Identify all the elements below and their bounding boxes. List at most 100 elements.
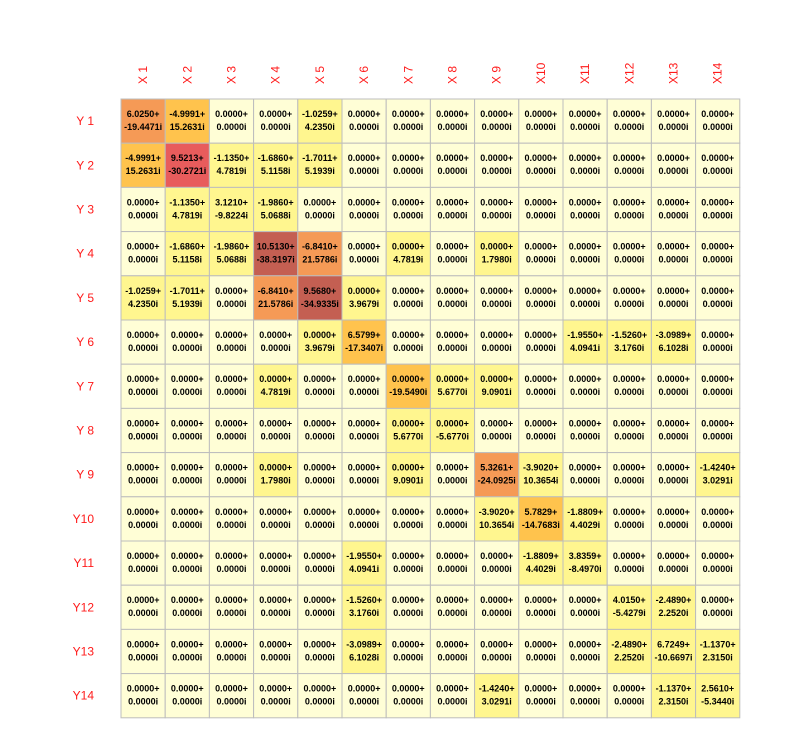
heatmap-cell: 0.0000+ 0.0000i — [695, 275, 741, 321]
heatmap-cell: 0.0000+ 0.0000i — [253, 628, 299, 675]
cell-real-part: 0.0000+ — [525, 109, 558, 119]
cell-imag-part: 0.0000i — [216, 520, 246, 530]
heatmap-cell: -2.4890+ 2.2520i — [606, 628, 652, 675]
cell-real-part: 0.0000+ — [392, 374, 425, 384]
cell-fill — [297, 496, 343, 542]
cell-real-part: 0.0000+ — [215, 286, 248, 296]
heatmap-cell: 0.0000+ 0.0000i — [297, 540, 343, 586]
cell-real-part: 0.0000+ — [127, 463, 160, 473]
cell-imag-part: 0.0000i — [703, 387, 733, 397]
cell-real-part: 0.0000+ — [171, 639, 204, 649]
cell-fill — [120, 98, 166, 144]
cell-real-part: 9.5680+ — [304, 286, 337, 296]
heatmap-cell: 0.0000+ 0.0000i — [120, 363, 166, 409]
heatmap-cell: 0.0000+ 9.0901i — [385, 452, 431, 498]
cell-fill — [695, 540, 741, 586]
cell-imag-part: 0.0000i — [614, 387, 644, 397]
cell-fill — [606, 319, 652, 365]
cell-imag-part: 0.0000i — [128, 210, 158, 220]
cell-real-part: 0.0000+ — [701, 595, 734, 605]
cell-real-part: 0.0000+ — [171, 463, 204, 473]
cell-real-part: 0.0000+ — [392, 330, 425, 340]
cell-real-part: 0.0000+ — [701, 197, 734, 207]
cell-fill — [120, 496, 166, 542]
cell-real-part: 0.0000+ — [304, 595, 337, 605]
cell-imag-part: 0.0000i — [216, 564, 246, 574]
cell-real-part: 0.0000+ — [436, 551, 469, 561]
cell-imag-part: 0.0000i — [437, 122, 467, 132]
cell-fill — [562, 231, 608, 277]
row-label: Y 8 — [76, 424, 94, 438]
cell-real-part: -4.9991+ — [169, 109, 205, 119]
cell-imag-part: 0.0000i — [526, 431, 556, 441]
column-label: X 1 — [136, 66, 150, 84]
cell-imag-part: 0.0000i — [703, 299, 733, 309]
cell-real-part: 0.0000+ — [348, 463, 381, 473]
cell-imag-part: 0.0000i — [172, 387, 202, 397]
cell-real-part: 0.0000+ — [392, 639, 425, 649]
heatmap-cell: 6.5799+ -17.3407i — [341, 319, 387, 365]
cell-imag-part: 0.0000i — [703, 608, 733, 618]
heatmap-cell: 0.0000+ 0.0000i — [341, 496, 387, 542]
heatmap-cell: 0.0000+ 0.0000i — [562, 584, 608, 630]
cell-real-part: 0.0000+ — [127, 242, 160, 252]
heatmap-cell: 0.0000+ 0.0000i — [297, 363, 343, 409]
heatmap-cell: 0.0000+ 0.0000i — [695, 363, 741, 409]
cell-real-part: 0.0000+ — [657, 197, 690, 207]
cell-real-part: 0.0000+ — [304, 197, 337, 207]
cell-imag-part: 0.0000i — [482, 343, 512, 353]
cell-real-part: 0.0000+ — [348, 374, 381, 384]
cell-fill — [562, 673, 608, 719]
heatmap-cell: 0.0000+ 0.0000i — [208, 275, 255, 321]
heatmap-cell: 0.0000+ 0.0000i — [341, 98, 387, 144]
cell-real-part: 0.0000+ — [348, 684, 381, 694]
cell-real-part: 0.0000+ — [480, 595, 513, 605]
cell-imag-part: 0.0000i — [437, 166, 467, 176]
heatmap-cell: 0.0000+ 0.0000i — [518, 231, 564, 277]
cell-real-part: 0.0000+ — [127, 551, 160, 561]
cell-fill — [474, 319, 520, 365]
heatmap-cell: 0.0000+ 0.0000i — [120, 407, 166, 454]
cell-real-part: 0.0000+ — [480, 330, 513, 340]
cell-imag-part: -30.2721i — [168, 166, 206, 176]
cell-imag-part: 2.3150i — [658, 697, 688, 707]
cell-real-part: 0.0000+ — [392, 197, 425, 207]
heatmap-cell: 0.0000+ 0.0000i — [120, 186, 166, 233]
heatmap-cell: 0.0000+ 0.0000i — [650, 231, 697, 277]
cell-fill — [429, 628, 476, 675]
cell-fill — [562, 540, 608, 586]
cell-imag-part: 0.0000i — [216, 299, 246, 309]
cell-real-part: 0.0000+ — [392, 242, 425, 252]
cell-real-part: 0.0000+ — [436, 418, 469, 428]
cell-real-part: -3.0989+ — [656, 330, 692, 340]
cell-real-part: 0.0000+ — [436, 153, 469, 163]
cell-real-part: 0.0000+ — [259, 374, 292, 384]
cell-fill — [297, 231, 343, 277]
cell-real-part: 0.0000+ — [569, 684, 602, 694]
cell-imag-part: 4.7819i — [172, 210, 202, 220]
cell-imag-part: -24.0925i — [478, 476, 516, 486]
cell-imag-part: 0.0000i — [349, 387, 379, 397]
heatmap-cell: 0.0000+ 0.0000i — [341, 231, 387, 277]
cell-real-part: 0.0000+ — [304, 684, 337, 694]
heatmap-cell: 0.0000+ 0.0000i — [650, 407, 697, 454]
heatmap-cell: -1.6860+ 5.1158i — [164, 231, 210, 277]
cell-imag-part: 0.0000i — [482, 431, 512, 441]
cell-real-part: 0.0000+ — [392, 109, 425, 119]
cell-real-part: 0.0000+ — [127, 507, 160, 517]
cell-real-part: 0.0000+ — [215, 418, 248, 428]
cell-imag-part: 0.0000i — [305, 564, 335, 574]
cell-imag-part: 0.0000i — [614, 210, 644, 220]
cell-imag-part: 2.3150i — [703, 652, 733, 662]
cell-real-part: 0.0000+ — [657, 418, 690, 428]
cell-fill — [650, 231, 697, 277]
cell-imag-part: 4.7819i — [216, 166, 246, 176]
cell-fill — [120, 231, 166, 277]
cell-real-part: 0.0000+ — [215, 639, 248, 649]
cell-fill — [253, 319, 299, 365]
cell-real-part: -1.1370+ — [700, 639, 736, 649]
cell-imag-part: 0.0000i — [703, 564, 733, 574]
cell-imag-part: 0.0000i — [658, 520, 688, 530]
cell-fill — [606, 186, 652, 233]
cell-fill — [562, 452, 608, 498]
